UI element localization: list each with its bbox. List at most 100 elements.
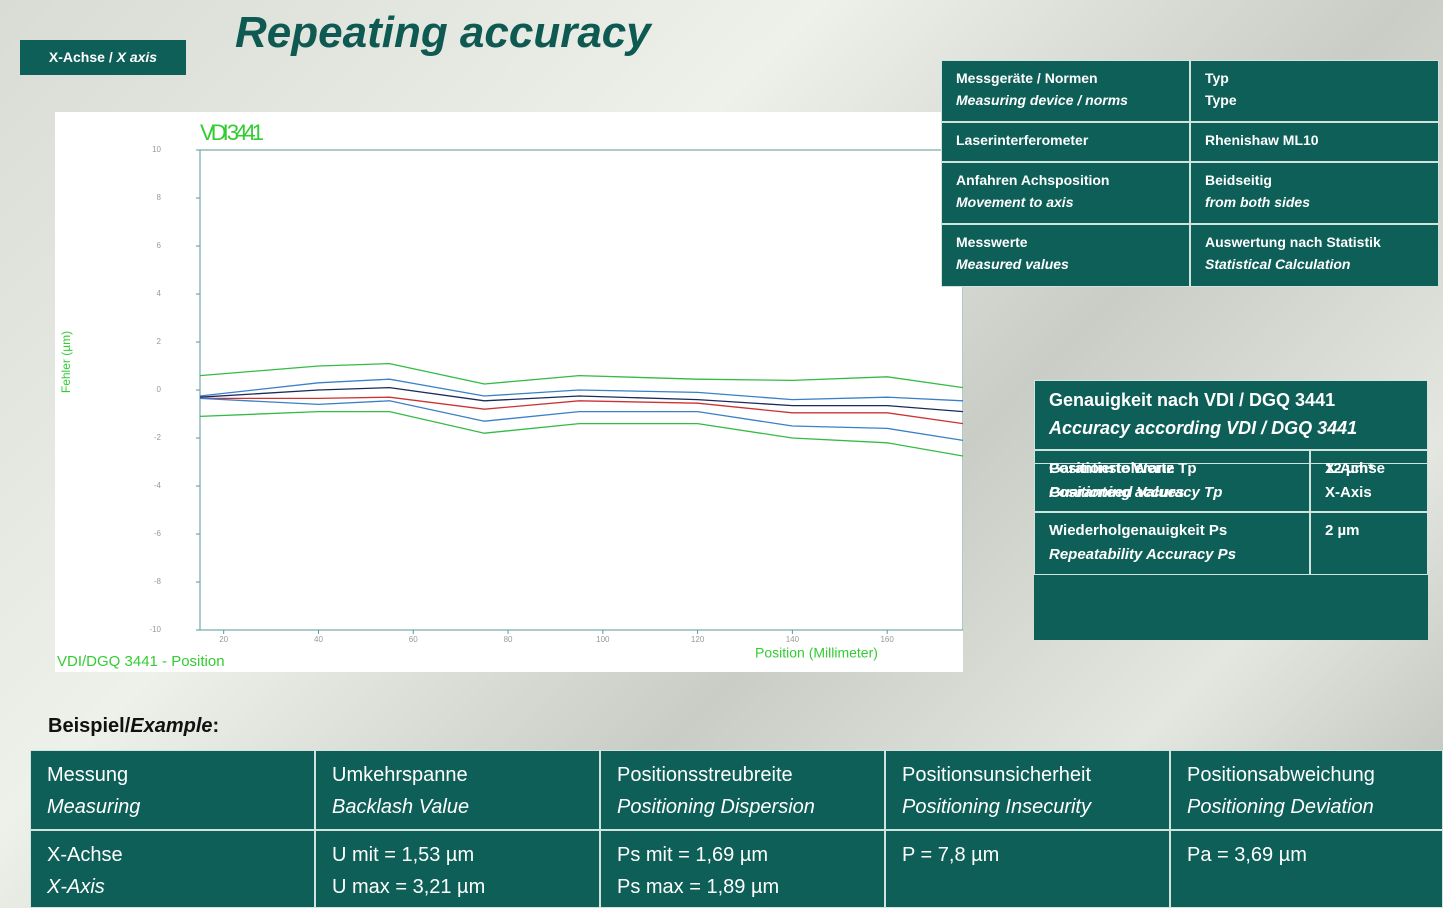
cell-text: Positionsabweichung	[1187, 759, 1426, 791]
cell-text: Anfahren Achsposition	[956, 169, 1175, 191]
chart-title: VDI 3441	[200, 120, 264, 145]
cell-text: from both sides	[1205, 191, 1424, 213]
data-line	[200, 364, 963, 388]
y-tick-label: 6	[157, 241, 162, 250]
table-cell: Laserinterferometer	[941, 122, 1190, 162]
cell-text: Positionsstreubreite	[617, 759, 868, 791]
cell-text: Type	[1205, 89, 1424, 111]
cell-text: Statistical Calculation	[1205, 253, 1424, 275]
table-cell: Rhenishaw ML10	[1190, 122, 1439, 162]
cell-text: Pa = 3,69 µm	[1187, 839, 1426, 871]
y-tick-label: 0	[157, 385, 162, 394]
cell-text: 12 µm*	[1325, 457, 1413, 481]
table-cell: P = 7,8 µm	[885, 830, 1170, 908]
x-tick-label: 20	[219, 635, 228, 644]
x-tick-label: 40	[314, 635, 323, 644]
y-tick-label: 2	[157, 337, 162, 346]
axis-badge: X-Achse / X axis	[20, 40, 186, 75]
x-tick-label: 100	[596, 635, 610, 644]
example-de: Beispiel/	[48, 715, 130, 737]
data-line	[200, 388, 963, 412]
x-tick-label: 160	[880, 635, 894, 644]
cell-text: Positioning Deviation	[1187, 791, 1426, 823]
cell-text: Messgeräte / Normen	[956, 67, 1175, 89]
cell-text: Messwerte	[956, 231, 1175, 253]
y-tick-label: -6	[154, 529, 162, 538]
cell-text: Wiederholgenauigkeit Ps	[1049, 519, 1295, 543]
data-line	[200, 398, 963, 440]
badge-en: X axis	[117, 49, 157, 65]
y-tick-label: -2	[154, 433, 162, 442]
x-axis-label: Position (Millimeter)	[755, 645, 878, 661]
x-tick-label: 60	[409, 635, 418, 644]
cell-text: Messung	[47, 759, 298, 791]
table-cell: PositionsstreubreitePositioning Dispersi…	[600, 750, 885, 830]
y-tick-label: 10	[152, 145, 161, 154]
x-tick-label: 80	[504, 635, 513, 644]
x-tick-label: 140	[786, 635, 800, 644]
slide: Repeating accuracy X-Achse / X axis VDI …	[0, 0, 1443, 908]
cell-text: Measuring	[47, 791, 298, 823]
cell-text: Positioning Dispersion	[617, 791, 868, 823]
cell-text: Positioning accuracy Tp	[1049, 481, 1295, 505]
example-en: Example	[130, 715, 212, 737]
example-label: Beispiel/Example:	[48, 715, 219, 738]
cell-text: Repeatability Accuracy Ps	[1049, 543, 1295, 567]
y-tick-label: -10	[149, 625, 161, 634]
cell-text: Umkehrspanne	[332, 759, 583, 791]
cell-text: P = 7,8 µm	[902, 839, 1153, 871]
chart: VDI 3441 Fehler (µm) Position (Millimete…	[55, 112, 963, 672]
header-text: Genauigkeit nach VDI / DGQ 3441	[1049, 387, 1413, 415]
cell-text: Ps mit = 1,69 µm	[617, 839, 868, 871]
cell-text: Positioning Insecurity	[902, 791, 1153, 823]
table-cell: Wiederholgenauigkeit PsRepeatability Acc…	[1034, 512, 1310, 575]
y-tick-label: -8	[154, 577, 162, 586]
cell-text: U max = 3,21 µm	[332, 871, 583, 903]
cell-text: Movement to axis	[956, 191, 1175, 213]
cell-text: Measuring device / norms	[956, 89, 1175, 111]
cell-text: Positionsunsicherheit	[902, 759, 1153, 791]
example-colon: :	[213, 715, 220, 737]
cell-text: Rhenishaw ML10	[1205, 129, 1424, 151]
header-text: Accuracy according VDI / DGQ 3441	[1049, 415, 1413, 443]
cell-text: Typ	[1205, 67, 1424, 89]
cell-text: Positionstoleranz Tp	[1049, 457, 1295, 481]
badge-de: X-Achse /	[49, 49, 113, 65]
data-line	[200, 412, 963, 456]
y-tick-label: 8	[157, 193, 162, 202]
table-cell: Pa = 3,69 µm	[1170, 830, 1443, 908]
data-line	[200, 397, 963, 423]
table-cell: 12 µm*	[1310, 450, 1428, 512]
cell-text: X-Axis	[47, 871, 298, 903]
chart-footer: VDI/DGQ 3441 - Position	[57, 653, 225, 670]
cell-text: Measured values	[956, 253, 1175, 275]
cell-text: 2 µm	[1325, 519, 1413, 543]
cell-text: Ps max = 1,89 µm	[617, 871, 868, 903]
cell-text: U mit = 1,53 µm	[332, 839, 583, 871]
y-axis-label: Fehler (µm)	[59, 331, 73, 393]
cell-text: Backlash Value	[332, 791, 583, 823]
x-tick-label: 120	[691, 635, 705, 644]
y-tick-label: -4	[154, 481, 162, 490]
table-cell: 2 µm	[1310, 512, 1428, 575]
cell-text: Auswertung nach Statistik	[1205, 231, 1424, 253]
cell-text: Beidseitig	[1205, 169, 1424, 191]
cell-text: X-Achse	[47, 839, 298, 871]
